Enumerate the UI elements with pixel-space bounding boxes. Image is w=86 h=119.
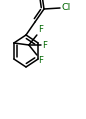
Text: F: F — [38, 56, 43, 65]
Text: Cl: Cl — [61, 3, 70, 12]
Text: F: F — [42, 40, 47, 50]
Text: F: F — [38, 25, 43, 34]
